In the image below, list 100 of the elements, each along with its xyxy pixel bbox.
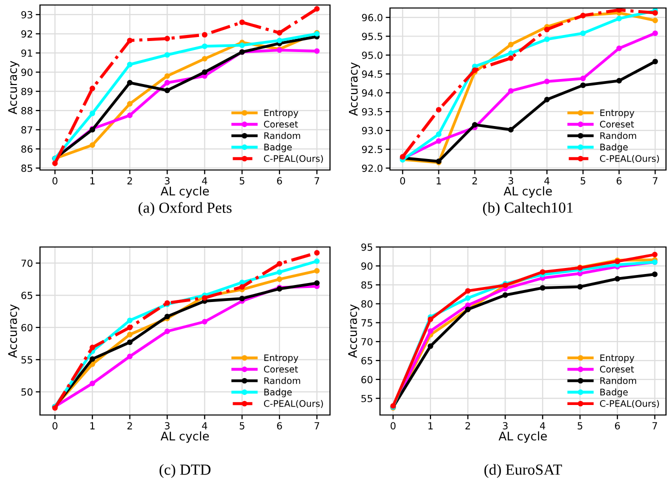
point xyxy=(465,288,471,294)
point xyxy=(472,122,478,128)
point xyxy=(276,30,282,36)
point xyxy=(314,250,320,256)
y-tick-label: 55 xyxy=(21,356,32,364)
y-tick-label: 94.0 xyxy=(362,89,382,97)
x-tick-label: 5 xyxy=(578,422,582,430)
legend-label: Badge xyxy=(264,144,292,152)
point xyxy=(652,10,658,16)
point xyxy=(616,8,622,13)
y-tick-label: 65 xyxy=(21,292,32,300)
y-tick-label: 93.5 xyxy=(362,108,382,116)
text: (d) EuroSAT xyxy=(484,464,562,478)
point xyxy=(508,50,514,56)
point xyxy=(616,46,622,52)
legend-label: Coreset xyxy=(600,366,634,373)
point xyxy=(436,131,442,137)
point xyxy=(580,76,586,82)
point xyxy=(90,380,96,386)
x-tick-label: 7 xyxy=(652,177,658,184)
x-tick-label: 7 xyxy=(314,422,320,430)
x-tick-label: 0 xyxy=(52,422,58,430)
point xyxy=(314,268,320,274)
x-tick-label: 5 xyxy=(240,177,244,184)
point xyxy=(314,48,320,54)
legend-label: C-PEAL(Ours) xyxy=(600,400,659,408)
point xyxy=(202,318,208,324)
point xyxy=(164,328,170,334)
point xyxy=(544,78,550,84)
y-axis-title: Accuracy xyxy=(8,60,20,114)
x-tick-label: 2 xyxy=(465,422,470,430)
text: (b) Caltech101 xyxy=(483,202,573,216)
y-axis-title: Accuracy xyxy=(8,304,20,358)
x-tick-label: 1 xyxy=(90,177,95,184)
point xyxy=(652,252,658,258)
legend-label: Entropy xyxy=(600,109,634,118)
legend-label: Coreset xyxy=(264,366,298,373)
legend-label: Coreset xyxy=(264,120,298,128)
point xyxy=(465,295,471,301)
point xyxy=(314,280,320,286)
point xyxy=(616,16,622,22)
y-tick-label: 90 xyxy=(21,68,32,76)
x-tick-label: 4 xyxy=(202,422,208,430)
point xyxy=(580,82,586,88)
x-tick-label: 5 xyxy=(240,422,244,430)
y-tick-label: 75 xyxy=(361,319,372,327)
y-tick-label: 86 xyxy=(21,145,32,153)
legend-label: Badge xyxy=(600,144,628,152)
point xyxy=(616,78,622,84)
x-tick-label: 3 xyxy=(502,422,508,430)
legend-label: C-PEAL(Ours) xyxy=(264,154,323,163)
legend-label: Entropy xyxy=(600,354,634,363)
x-tick-label: 3 xyxy=(164,422,170,430)
point xyxy=(652,271,658,278)
point xyxy=(90,344,96,350)
legend-label: Random xyxy=(264,132,300,140)
point xyxy=(90,110,96,116)
point xyxy=(314,258,320,264)
y-tick-label: 55 xyxy=(361,394,372,402)
y-tick-label: 95 xyxy=(361,243,372,251)
point xyxy=(544,26,550,32)
point xyxy=(52,160,58,166)
y-tick-label: 65 xyxy=(361,356,372,364)
x-tick-label: 4 xyxy=(202,177,208,184)
point xyxy=(577,284,583,290)
point xyxy=(276,276,282,282)
point xyxy=(276,269,282,275)
legend-label: Badge xyxy=(600,388,628,398)
point xyxy=(164,52,170,58)
legend-label: Entropy xyxy=(264,354,298,363)
x-tick-label: 4 xyxy=(544,177,550,184)
point xyxy=(239,19,245,26)
point xyxy=(276,38,282,44)
point xyxy=(502,292,508,298)
point xyxy=(428,343,434,349)
y-tick-label: 90 xyxy=(361,262,372,270)
point xyxy=(508,55,514,61)
x-axis-title: AL cycle xyxy=(160,186,209,198)
y-tick-label: 87 xyxy=(21,126,32,134)
y-tick-label: 92.5 xyxy=(362,146,382,154)
point xyxy=(127,324,133,330)
x-tick-label: 2 xyxy=(127,422,132,430)
point xyxy=(127,112,133,118)
point xyxy=(614,276,620,282)
y-tick-label: 93.0 xyxy=(362,126,382,134)
point xyxy=(90,142,96,148)
y-tick-label: 80 xyxy=(361,300,372,308)
point xyxy=(580,30,586,36)
legend-label: Coreset xyxy=(600,120,634,128)
x-tick-label: 4 xyxy=(540,422,546,430)
x-tick-label: 7 xyxy=(652,422,658,430)
point xyxy=(428,316,434,322)
y-tick-label: 93 xyxy=(21,11,32,18)
point xyxy=(127,339,133,346)
x-axis-title: AL cycle xyxy=(504,186,552,198)
x-tick-label: 2 xyxy=(127,177,132,184)
x-tick-label: 6 xyxy=(277,177,282,184)
point xyxy=(544,96,550,102)
point xyxy=(90,361,96,367)
point xyxy=(239,42,245,48)
